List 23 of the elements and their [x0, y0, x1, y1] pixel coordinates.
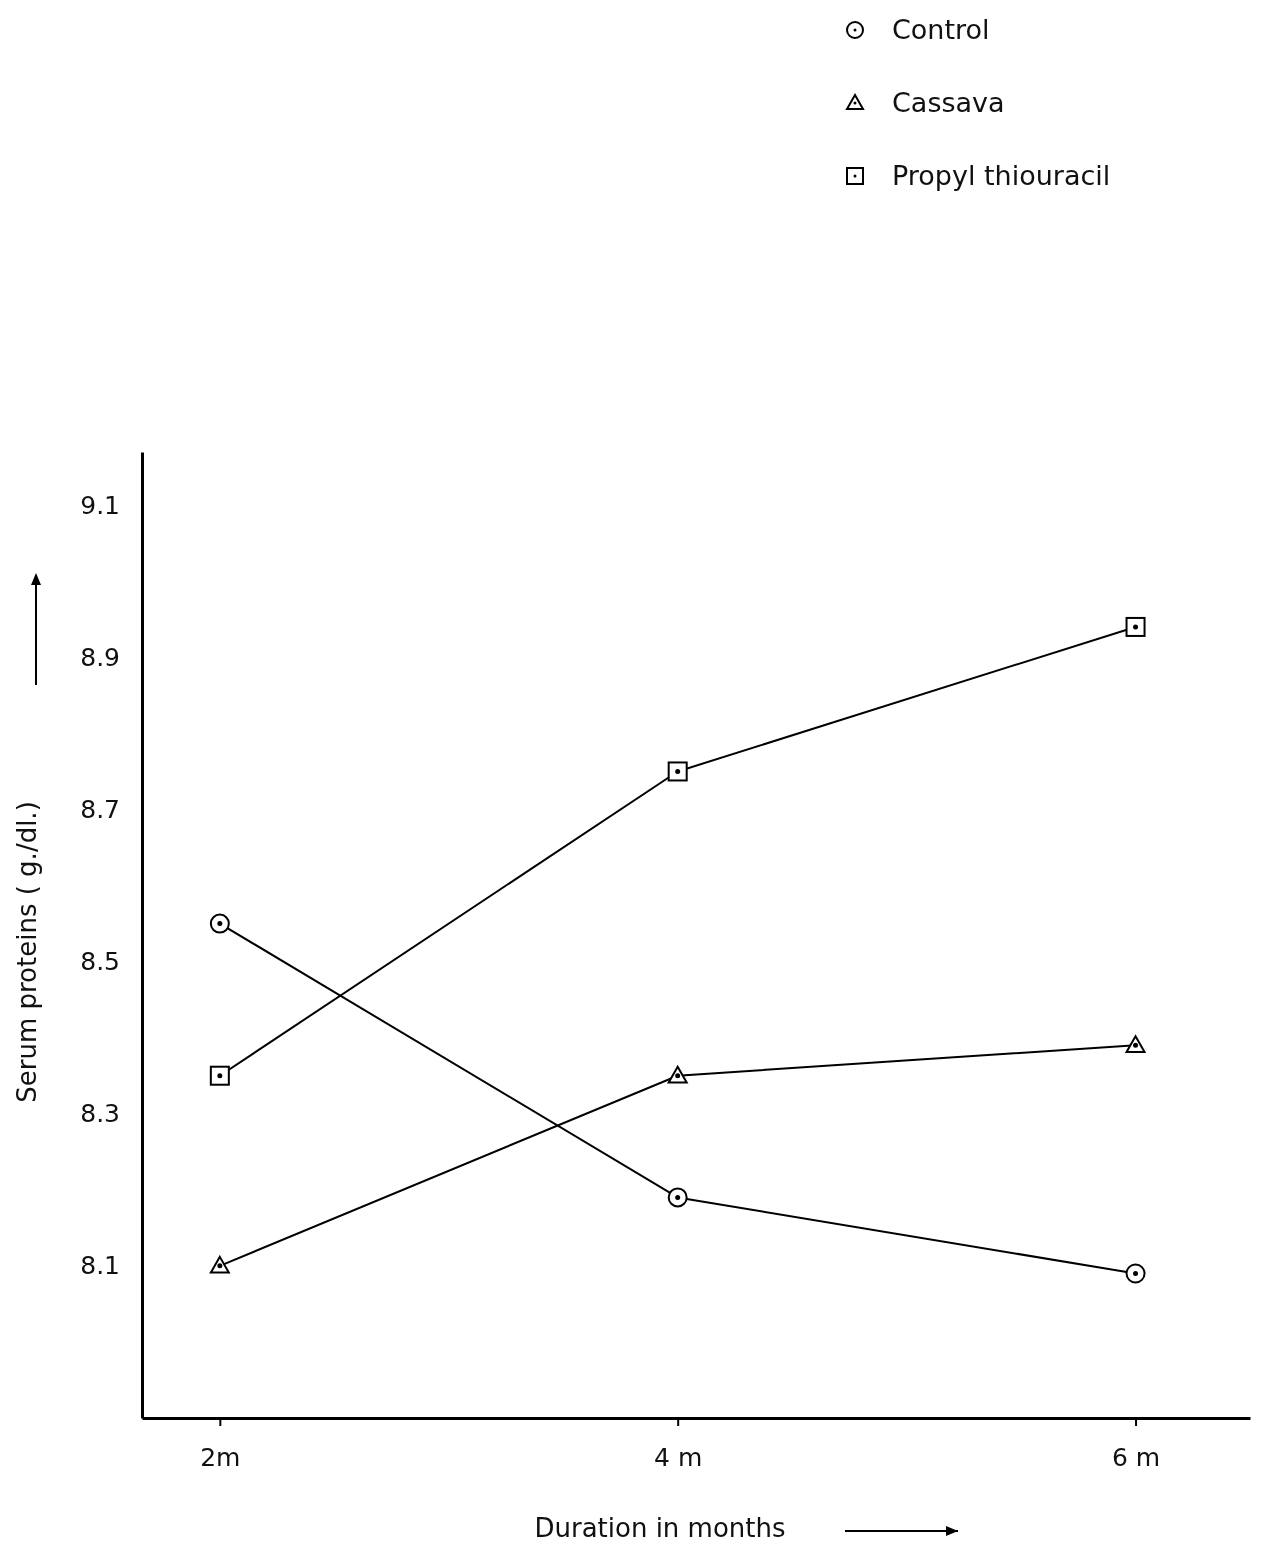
legend-label: Propyl thiouracil: [892, 160, 1111, 191]
legend-label: Control: [892, 14, 990, 45]
y-tick-label: 8.1: [80, 1251, 120, 1281]
point: [209, 1065, 230, 1086]
x-axis-title: Duration in months: [534, 1513, 786, 1543]
point: [667, 1065, 688, 1084]
y-tick-label: 8.9: [80, 642, 120, 672]
x-tick-label: 2m: [200, 1442, 241, 1472]
point: [1125, 616, 1146, 637]
y-tick-label: 8.5: [80, 947, 120, 977]
y-tick-label: 8.3: [80, 1099, 120, 1129]
x-tick-label: 4 m: [654, 1442, 703, 1472]
y-axis-title: Serum proteins ( g./dl.): [12, 801, 42, 1103]
point: [209, 913, 230, 934]
x-tick-label: 6 m: [1111, 1442, 1161, 1472]
point: [1125, 1035, 1146, 1054]
point: [667, 761, 688, 782]
point: [1125, 1263, 1146, 1284]
legend-label: Cassava: [892, 87, 1005, 118]
y-tick-label: 9.1: [80, 490, 120, 520]
point: [667, 1187, 688, 1208]
y-tick-label: 8.7: [80, 795, 120, 824]
point: [209, 1255, 230, 1274]
